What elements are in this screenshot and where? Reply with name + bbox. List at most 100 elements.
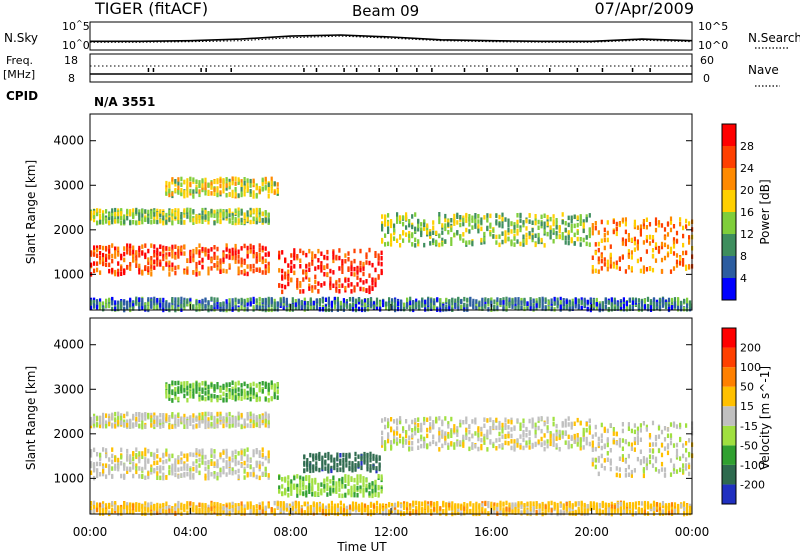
scatter-cell — [612, 427, 615, 432]
scatter-cell — [369, 464, 372, 469]
scatter-cell — [192, 382, 195, 388]
scatter-cell — [228, 181, 231, 187]
scatter-cell — [186, 178, 189, 183]
scatter-cell — [261, 302, 264, 307]
scatter-cell — [261, 298, 264, 303]
scatter-cell — [669, 440, 673, 446]
scatter-cell — [225, 212, 228, 217]
scatter-cell — [417, 241, 420, 247]
scatter-cell — [126, 250, 129, 255]
scatter-cell — [685, 463, 688, 468]
scatter-cell — [459, 222, 462, 228]
scatter-cell — [444, 239, 447, 244]
scatter-cell — [258, 466, 261, 472]
scatter-cell — [240, 383, 243, 388]
scatter-cell — [399, 235, 402, 240]
scatter-cell — [303, 300, 306, 306]
scatter-cell — [144, 447, 147, 453]
scatter-cell — [567, 230, 570, 235]
scatter-cell — [327, 451, 330, 457]
scatter-cell — [651, 454, 655, 460]
scatter-cell — [511, 300, 514, 305]
scatter-cell — [365, 279, 368, 284]
scatter-cell — [387, 438, 390, 444]
scatter-cell — [654, 242, 658, 247]
scatter-cell — [231, 389, 234, 394]
scatter-cell — [511, 304, 514, 309]
scatter-cell — [356, 282, 359, 287]
scatter-cell — [354, 298, 358, 304]
scatter-cell — [189, 188, 192, 194]
scatter-cell — [582, 431, 585, 437]
scatter-cell — [302, 289, 305, 294]
scatter-cell — [402, 230, 405, 235]
scatter-cell — [189, 393, 192, 399]
scatter-cell — [108, 464, 111, 469]
scatter-cell — [129, 297, 132, 303]
scatter-cell — [348, 306, 352, 311]
scatter-cell — [507, 419, 510, 424]
scatter-cell — [513, 447, 516, 452]
scatter-cell — [498, 437, 501, 442]
scatter-cell — [499, 298, 502, 303]
scatter-cell — [174, 270, 177, 276]
scatter-cell — [570, 443, 573, 449]
scatter-cell — [216, 266, 219, 271]
scatter-cell — [168, 267, 171, 272]
scatter-cell — [93, 462, 96, 467]
scatter-cell — [246, 307, 249, 312]
scatter-cell — [261, 307, 264, 312]
scatter-cell — [669, 458, 673, 463]
scatter-cell — [207, 472, 210, 477]
scatter-cell — [213, 307, 216, 312]
scatter-cell — [576, 433, 579, 438]
velocity-heatmap — [90, 380, 694, 517]
scatter-cell — [180, 212, 183, 217]
scatter-cell — [618, 473, 621, 478]
scatter-cell — [213, 187, 216, 192]
scatter-cell — [663, 426, 667, 431]
scatter-cell — [544, 297, 547, 302]
scatter-cell — [516, 223, 519, 228]
scatter-cell — [249, 183, 252, 188]
scatter-cell — [216, 213, 219, 218]
scatter-cell — [144, 217, 147, 222]
scatter-cell — [433, 298, 436, 303]
scatter-cell — [350, 271, 353, 277]
scatter-cell — [156, 419, 159, 424]
scatter-cell — [565, 299, 568, 305]
scatter-cell — [588, 227, 591, 232]
scatter-cell — [123, 219, 126, 225]
scatter-cell — [114, 463, 117, 469]
scatter-cell — [93, 303, 96, 308]
scatter-cell — [192, 177, 195, 182]
scatter-cell — [243, 268, 246, 274]
scatter-cell — [195, 247, 198, 252]
scatter-cell — [535, 300, 538, 306]
scatter-cell — [267, 473, 270, 478]
scatter-cell — [495, 213, 498, 218]
scatter-cell — [90, 470, 93, 475]
scatter-cell — [228, 302, 231, 307]
scatter-cell — [411, 440, 414, 446]
scatter-cell — [204, 214, 207, 219]
scatter-cell — [195, 249, 198, 255]
scatter-cell — [273, 298, 276, 304]
scatter-cell — [195, 417, 198, 422]
scatter-cell — [441, 419, 444, 425]
scatter-cell — [628, 306, 631, 312]
scatter-cell — [231, 298, 234, 303]
scatter-cell — [273, 391, 276, 396]
scatter-cell — [135, 250, 138, 255]
scatter-cell — [180, 188, 183, 193]
scatter-cell — [582, 219, 585, 224]
scatter-cell — [579, 237, 582, 242]
scatter-cell — [487, 307, 490, 312]
scatter-cell — [655, 299, 659, 305]
scatter-cell — [225, 183, 228, 188]
scatter-cell — [162, 459, 165, 465]
scatter-cell — [356, 474, 359, 479]
scatter-cell — [270, 396, 273, 401]
scatter-cell — [219, 420, 222, 425]
scatter-cell — [528, 231, 531, 236]
